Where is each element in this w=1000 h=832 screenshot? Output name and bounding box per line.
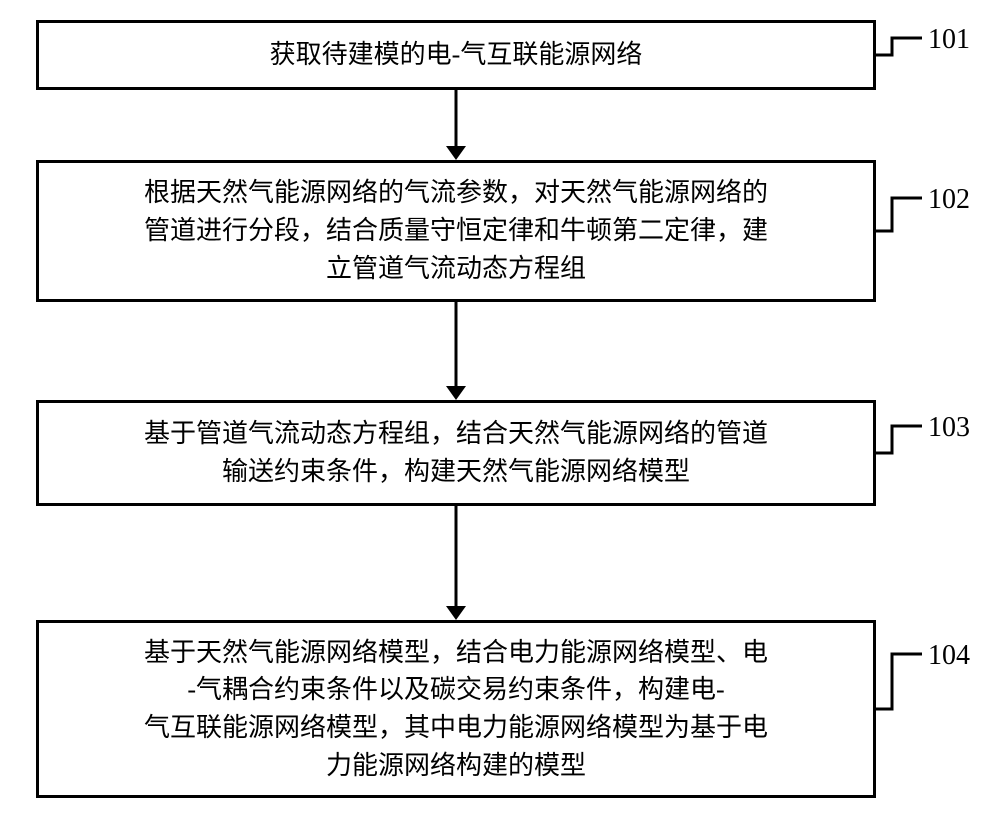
step-number-103: 103 <box>928 412 970 444</box>
flow-step-4: 基于天然气能源网络模型，结合电力能源网络模型、电 -气耦合约束条件以及碳交易约束… <box>36 620 876 798</box>
flow-step-3-text: 基于管道气流动态方程组，结合天然气能源网络的管道 输送约束条件，构建天然气能源网… <box>51 415 861 490</box>
step-number-104: 104 <box>928 640 970 672</box>
flow-step-4-text: 基于天然气能源网络模型，结合电力能源网络模型、电 -气耦合约束条件以及碳交易约束… <box>51 634 861 785</box>
flow-step-3: 基于管道气流动态方程组，结合天然气能源网络的管道 输送约束条件，构建天然气能源网… <box>36 400 876 506</box>
step-number-101: 101 <box>928 24 970 56</box>
flow-step-2: 根据天然气能源网络的气流参数，对天然气能源网络的 管道进行分段，结合质量守恒定律… <box>36 160 876 302</box>
flow-step-1: 获取待建模的电-气互联能源网络 <box>36 20 876 90</box>
flow-step-1-text: 获取待建模的电-气互联能源网络 <box>51 36 861 74</box>
flowchart-canvas: 获取待建模的电-气互联能源网络 根据天然气能源网络的气流参数，对天然气能源网络的… <box>0 0 1000 832</box>
step-number-102: 102 <box>928 184 970 216</box>
flow-step-2-text: 根据天然气能源网络的气流参数，对天然气能源网络的 管道进行分段，结合质量守恒定律… <box>51 174 861 287</box>
